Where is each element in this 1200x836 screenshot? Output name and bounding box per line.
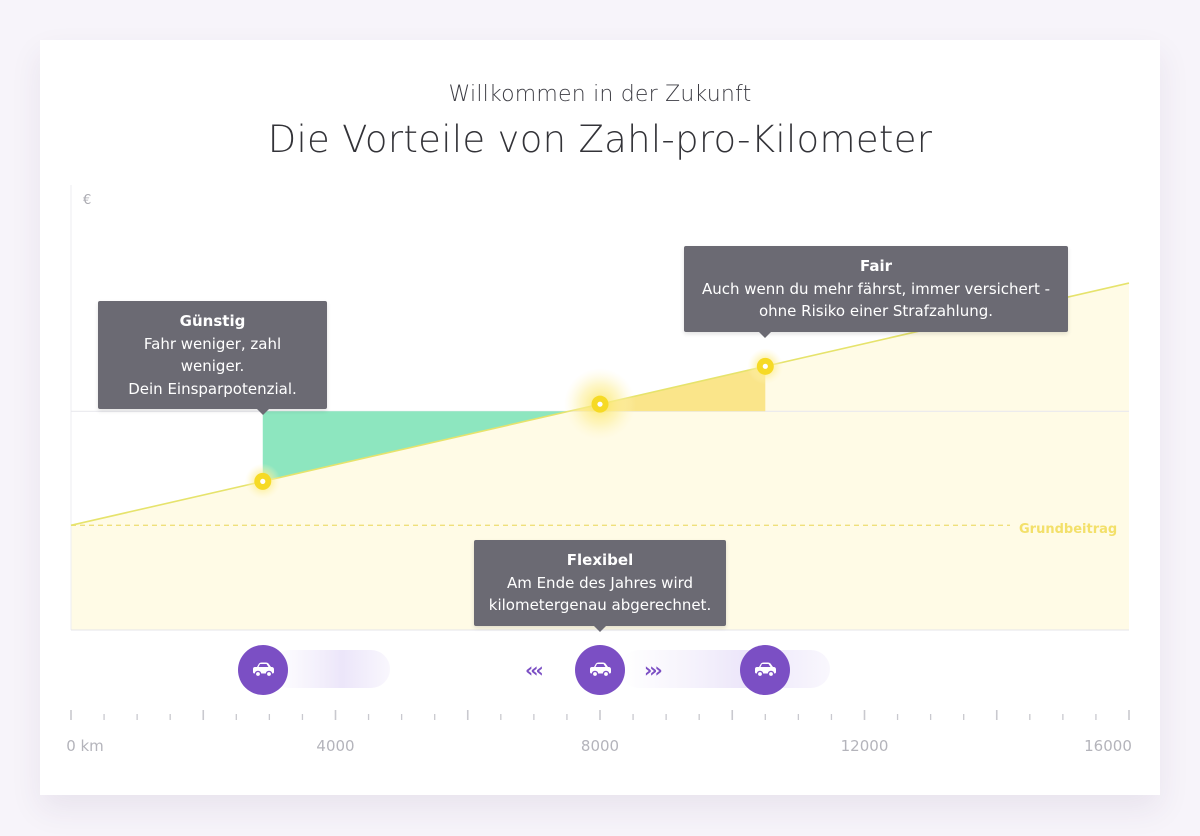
tooltip-fair-line2: ohne Risiko einer Strafzahlung. xyxy=(758,302,993,320)
data-point-center xyxy=(260,478,266,484)
tooltip-flexibel-line2: kilometergenau abgerechnet. xyxy=(488,596,712,614)
x-tick-label: 12000 xyxy=(840,737,889,755)
page-subtitle: Willkommen in der Zukunft xyxy=(448,82,752,107)
x-tick-label: 16000 xyxy=(1084,737,1132,755)
chevron-right-icon: ››› xyxy=(644,658,663,682)
car-icon xyxy=(252,662,274,678)
tooltip-guenstig-line2: Dein Einsparpotenzial. xyxy=(128,379,297,398)
tooltip-guenstig-line1: Fahr weniger, zahl weniger. xyxy=(143,334,282,376)
motion-trail xyxy=(270,650,390,688)
tooltip-guenstig: Günstig Fahr weniger, zahl weniger. Dein… xyxy=(98,301,327,415)
tooltip-fair-line1: Auch wenn du mehr fährst, immer versiche… xyxy=(701,279,1051,298)
tooltip-flexibel-title: Flexibel xyxy=(566,551,634,569)
area-under-line xyxy=(71,283,1129,630)
tooltip-fair-title: Fair xyxy=(859,257,893,275)
x-tick-label: 0 km xyxy=(66,737,104,755)
tooltip-flexibel: Flexibel Am Ende des Jahres wird kilomet… xyxy=(474,540,726,631)
car-icon xyxy=(755,662,777,678)
page-title: Die Vorteile von Zahl-pro-Kilometer xyxy=(267,118,933,161)
tooltip-flexibel-line1: Am Ende des Jahres wird xyxy=(506,573,694,592)
car-slider-handle[interactable] xyxy=(575,645,625,695)
tooltip-guenstig-title: Günstig xyxy=(179,312,246,330)
car-slider-handle xyxy=(740,645,791,695)
data-point-center xyxy=(762,363,768,369)
chevron-left-icon: ‹‹‹ xyxy=(525,658,544,682)
data-point-center xyxy=(597,401,603,407)
x-tick-label: 4000 xyxy=(316,737,355,755)
car-slider-handle xyxy=(237,645,288,695)
y-axis-unit: € xyxy=(83,193,92,208)
grundbeitrag-label: Grundbeitrag xyxy=(1019,522,1118,537)
x-tick-label: 8000 xyxy=(580,737,620,755)
tooltip-fair: Fair Auch wenn du mehr fährst, immer ver… xyxy=(684,246,1068,337)
car-icon xyxy=(590,662,611,678)
